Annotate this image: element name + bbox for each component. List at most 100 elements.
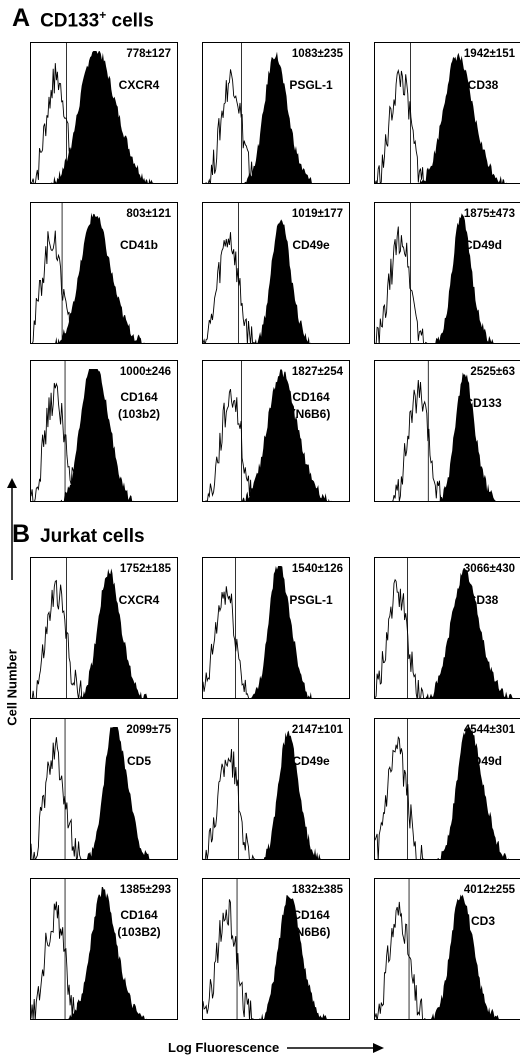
y-axis-label: Cell Number (2, 478, 22, 780)
control-histogram (375, 735, 425, 859)
mfi-value: 1540±126 (291, 563, 343, 575)
x-axis-label-text: Log Fluorescence (168, 1040, 280, 1055)
mfi-value: 1752±185 (119, 563, 171, 575)
marker-label-line: CD164 (120, 908, 158, 922)
marker-label-line: CD38 (467, 78, 499, 92)
marker-label: PSGL-1 (281, 77, 341, 94)
histogram-plot: 778±127 CXCR4 (30, 42, 178, 184)
stain-histogram (438, 372, 498, 501)
mfi-value: 1019±177 (291, 208, 343, 220)
marker-label: PSGL-1 (281, 592, 341, 609)
histogram-plot: 3066±430 CD38 (374, 557, 520, 699)
marker-label: CD5 (109, 753, 169, 770)
marker-label-line: CD5 (126, 754, 151, 768)
marker-label-line: (103B2) (117, 925, 161, 939)
mfi-value: 778±127 (126, 48, 171, 60)
marker-label: CD49e (281, 237, 341, 254)
marker-label: CD49d (453, 753, 513, 770)
marker-label: CD3 (453, 913, 513, 930)
control-histogram (375, 901, 426, 1019)
marker-label: CXCR4 (109, 77, 169, 94)
mfi-value: 1385±293 (119, 884, 171, 896)
marker-label: CD133 (453, 395, 513, 412)
mfi-value: 1827±254 (291, 366, 343, 378)
marker-label-line: CD49d (463, 754, 502, 768)
histogram-plot: 1385±293 CD164 (103B2) (30, 878, 178, 1020)
stain-histogram (425, 568, 514, 698)
control-histogram (203, 586, 253, 698)
mfi-value: 3066±430 (463, 563, 515, 575)
control-histogram (375, 68, 428, 183)
control-histogram (203, 899, 254, 1019)
marker-label: CD41b (109, 237, 169, 254)
stain-histogram (435, 213, 494, 343)
panel-b-letter: B (12, 520, 31, 548)
panel-a-heading: A CD133+ cells (12, 4, 154, 33)
mfi-value: 1000±246 (119, 366, 171, 378)
control-histogram (31, 63, 84, 183)
histogram-plot: 1083±235 PSGL-1 (202, 42, 350, 184)
mfi-value: 2147±101 (291, 724, 343, 736)
histogram-plot: 2147±101 CD49e (202, 718, 350, 860)
mfi-value: 2099±75 (126, 724, 171, 736)
control-histogram (391, 379, 446, 501)
stain-histogram (50, 51, 154, 183)
marker-label-line: CD38 (467, 593, 499, 607)
panel-a-letter: A (12, 4, 31, 32)
marker-label-line: CD164 (292, 908, 330, 922)
stain-histogram (78, 568, 148, 698)
control-histogram (32, 230, 80, 343)
stain-histogram (437, 727, 510, 859)
marker-label-line: (103b2) (117, 407, 161, 421)
marker-label-line: CD49e (292, 238, 330, 252)
control-histogram (375, 578, 425, 698)
marker-label-line: CD164 (120, 390, 158, 404)
mfi-value: 1832±385 (291, 884, 343, 896)
marker-label-line: PSGL-1 (289, 593, 333, 607)
marker-label-line: (N6B6) (291, 407, 331, 421)
mfi-value: 1083±235 (291, 48, 343, 60)
marker-label-line: CD133 (464, 396, 502, 410)
stain-histogram (431, 894, 500, 1019)
marker-label-line: CXCR4 (118, 78, 160, 92)
marker-label-line: CD164 (292, 390, 330, 404)
marker-label: CD164 (N6B6) (281, 390, 341, 423)
mfi-value: 2525±63 (470, 366, 515, 378)
mfi-value: 4544±301 (463, 724, 515, 736)
marker-label: CD164 (103B2) (109, 908, 169, 941)
stain-histogram (254, 219, 313, 343)
histogram-plot: 4544±301 CD49d (374, 718, 520, 860)
stain-histogram (259, 895, 328, 1019)
marker-label-line: CD49e (292, 754, 330, 768)
histogram-plot: 1832±385 CD164 (N6B6) (202, 878, 350, 1020)
marker-label-line: (N6B6) (291, 925, 331, 939)
panel-b-title: Jurkat cells (40, 526, 145, 547)
x-axis-arrow-icon (287, 1042, 385, 1053)
panel-b-heading: B Jurkat cells (12, 520, 145, 549)
histogram-plot: 1000±246 CD164 (103b2) (30, 360, 178, 502)
marker-label: CD49d (453, 237, 513, 254)
marker-label: CD38 (453, 592, 513, 609)
control-histogram (205, 69, 259, 183)
histogram-plot: 2099±75 CD5 (30, 718, 178, 860)
stain-histogram (418, 52, 508, 183)
marker-label: CD38 (453, 77, 513, 94)
histogram-plot: 2525±63 CD133 (374, 360, 520, 502)
histogram-plot: 803±121 CD41b (30, 202, 178, 344)
marker-label: CXCR4 (109, 592, 169, 609)
mfi-value: 803±121 (126, 208, 171, 220)
marker-label: CD49e (281, 753, 341, 770)
x-axis-label: Log Fluorescence (168, 1040, 387, 1055)
marker-label-line: CD3 (470, 914, 495, 928)
marker-label: CD164 (103b2) (109, 390, 169, 423)
control-histogram (31, 382, 82, 501)
stain-histogram (54, 212, 145, 343)
marker-label-line: PSGL-1 (289, 78, 333, 92)
control-histogram (31, 737, 82, 859)
control-histogram (31, 579, 84, 698)
control-histogram (203, 232, 256, 343)
marker-label-line: CD49d (463, 238, 502, 252)
histogram-plot: 1827±254 CD164 (N6B6) (202, 360, 350, 502)
y-axis-arrow-icon (7, 478, 17, 580)
histogram-plot: 1540±126 PSGL-1 (202, 557, 350, 699)
